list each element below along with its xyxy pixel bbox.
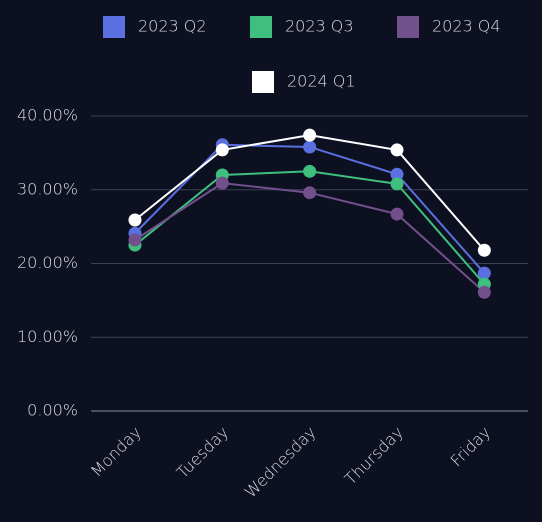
point <box>215 176 229 190</box>
point <box>215 143 229 157</box>
point <box>477 285 491 299</box>
legend-label: 2023 Q3 <box>285 17 354 36</box>
point <box>303 164 317 178</box>
y-tick-label: 30.00% <box>17 179 78 198</box>
y-tick-label: 10.00% <box>17 327 78 346</box>
x-tick-label: Wednesday <box>241 423 320 502</box>
series-line <box>134 143 486 274</box>
legend-swatch <box>397 16 419 38</box>
y-tick-label: 40.00% <box>17 106 78 125</box>
x-tick-label: Friday <box>447 423 495 471</box>
legend-label: 2023 Q4 <box>432 17 501 36</box>
legend-label: 2023 Q2 <box>138 17 207 36</box>
point <box>390 177 404 191</box>
legend-swatch <box>250 16 272 38</box>
y-tick-label: 20.00% <box>17 253 78 272</box>
series-line <box>134 182 485 294</box>
point <box>303 140 317 154</box>
point <box>390 207 404 221</box>
point <box>477 243 491 257</box>
point <box>128 213 142 227</box>
point <box>303 128 317 142</box>
point <box>390 167 404 181</box>
legend-swatch <box>103 16 125 38</box>
x-tick-label: Tuesday <box>173 423 232 482</box>
point <box>390 143 404 157</box>
legend-swatch <box>252 71 274 93</box>
point <box>303 186 317 200</box>
legend-label: 2024 Q1 <box>287 72 356 91</box>
x-tick-label: Thursday <box>341 423 407 489</box>
point <box>128 233 142 247</box>
point <box>477 266 491 280</box>
y-tick-label: 0.00% <box>27 401 78 420</box>
x-tick-label: Monday <box>87 423 145 481</box>
